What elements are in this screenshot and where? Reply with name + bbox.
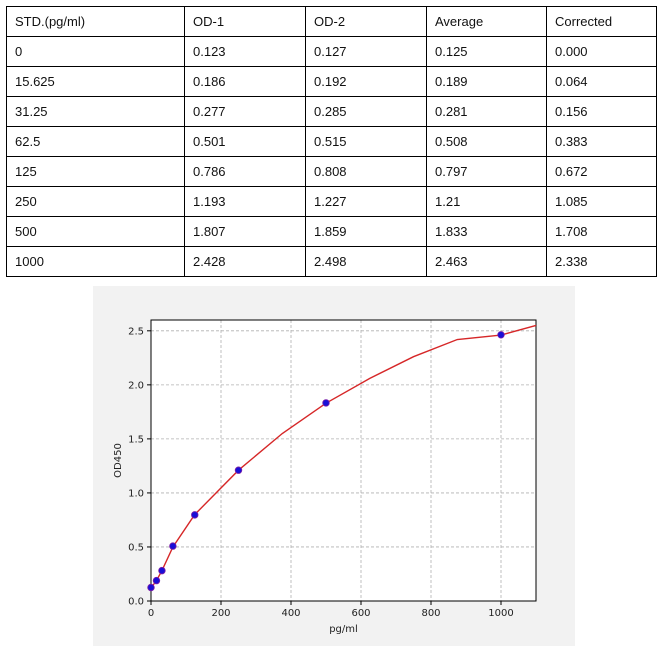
cell-average: 0.281 (426, 96, 547, 127)
cell-od1: 0.123 (184, 36, 306, 67)
cell-od2: 2.498 (305, 246, 427, 277)
standard-curve-chart: 0 200 400 600 800 1000 0.0 0.5 1.0 1.5 2.0 2.5 pg/ml… (93, 286, 575, 646)
cell-corrected: 0.383 (546, 126, 657, 157)
header-std: STD.(pg/ml) (6, 6, 185, 37)
header-od2: OD-2 (305, 6, 427, 37)
cell-std: 125 (6, 156, 185, 187)
table-row: 0 0.123 0.127 0.125 0.000 (6, 36, 657, 67)
cell-od1: 0.501 (184, 126, 306, 157)
cell-od2: 0.127 (305, 36, 427, 67)
cell-average: 2.463 (426, 246, 547, 277)
data-point (158, 566, 166, 575)
header-od1: OD-1 (184, 6, 306, 37)
cell-od1: 0.786 (184, 156, 306, 187)
cell-od2: 0.192 (305, 66, 427, 97)
x-tick-label: 600 (351, 608, 370, 619)
table-row: 15.625 0.186 0.192 0.189 0.064 (6, 66, 657, 97)
data-point (191, 511, 199, 519)
data-point (234, 466, 243, 474)
x-tick-label: 800 (421, 608, 440, 619)
standard-curve-table: STD.(pg/ml) OD-1 OD-2 Average Corrected … (6, 6, 657, 277)
data-point (169, 542, 177, 550)
table-row: 31.25 0.277 0.285 0.281 0.156 (6, 96, 657, 127)
cell-std: 500 (6, 216, 185, 247)
plot-area (151, 320, 536, 601)
cell-average: 1.833 (426, 216, 547, 247)
y-tick-label: 2.5 (128, 326, 144, 337)
header-corrected: Corrected (546, 6, 657, 37)
y-tick-label: 1.5 (128, 434, 144, 445)
cell-corrected: 1.708 (546, 216, 657, 247)
cell-std: 15.625 (6, 66, 185, 97)
data-point (497, 331, 505, 339)
x-tick-label: 200 (211, 608, 230, 619)
x-axis-label: pg/ml (329, 624, 358, 635)
data-point (147, 583, 155, 592)
cell-od2: 1.227 (305, 186, 427, 217)
data-point (152, 576, 161, 585)
y-tick-label: 0.0 (128, 597, 144, 608)
cell-od2: 0.808 (305, 156, 427, 187)
header-average: Average (426, 6, 547, 37)
cell-od1: 0.186 (184, 66, 306, 97)
cell-od2: 0.515 (305, 126, 427, 157)
cell-corrected: 2.338 (546, 246, 657, 277)
cell-std: 31.25 (6, 96, 185, 127)
cell-corrected: 0.156 (546, 96, 657, 127)
cell-std: 1000 (6, 246, 185, 277)
cell-std: 0 (6, 36, 185, 67)
cell-corrected: 0.000 (546, 36, 657, 67)
cell-average: 0.797 (426, 156, 547, 187)
chart-svg: 0 200 400 600 800 1000 0.0 0.5 1.0 1.5 2.0 2.5 pg/ml… (113, 319, 537, 635)
x-tick-label: 0 (148, 608, 154, 619)
table-row: 1000 2.428 2.498 2.463 2.338 (6, 246, 657, 277)
cell-od1: 0.277 (184, 96, 306, 127)
x-tick-label: 1000 (488, 608, 513, 619)
cell-od1: 2.428 (184, 246, 306, 277)
cell-average: 0.125 (426, 36, 547, 67)
cell-average: 0.189 (426, 66, 547, 97)
table-row: 500 1.807 1.859 1.833 1.708 (6, 216, 657, 247)
cell-std: 250 (6, 186, 185, 217)
cell-std: 62.5 (6, 126, 185, 157)
table-header-row: STD.(pg/ml) OD-1 OD-2 Average Corrected (6, 6, 657, 37)
cell-od1: 1.193 (184, 186, 306, 217)
cell-od1: 1.807 (184, 216, 306, 247)
table-row: 250 1.193 1.227 1.21 1.085 (6, 186, 657, 217)
table-row: 125 0.786 0.808 0.797 0.672 (6, 156, 657, 187)
cell-average: 1.21 (426, 186, 547, 217)
y-tick-label: 1.0 (128, 488, 144, 499)
plot-frame (150, 319, 537, 602)
data-point (322, 399, 330, 407)
cell-average: 0.508 (426, 126, 547, 157)
y-tick-label: 2.0 (128, 380, 144, 391)
cell-od2: 1.859 (305, 216, 427, 247)
table-row: 62.5 0.501 0.515 0.508 0.383 (6, 126, 657, 157)
cell-od2: 0.285 (305, 96, 427, 127)
y-axis-label: OD450 (113, 443, 124, 478)
y-tick-label: 0.5 (128, 542, 144, 553)
x-tick-label: 400 (281, 608, 300, 619)
cell-corrected: 1.085 (546, 186, 657, 217)
cell-corrected: 0.064 (546, 66, 657, 97)
cell-corrected: 0.672 (546, 156, 657, 187)
